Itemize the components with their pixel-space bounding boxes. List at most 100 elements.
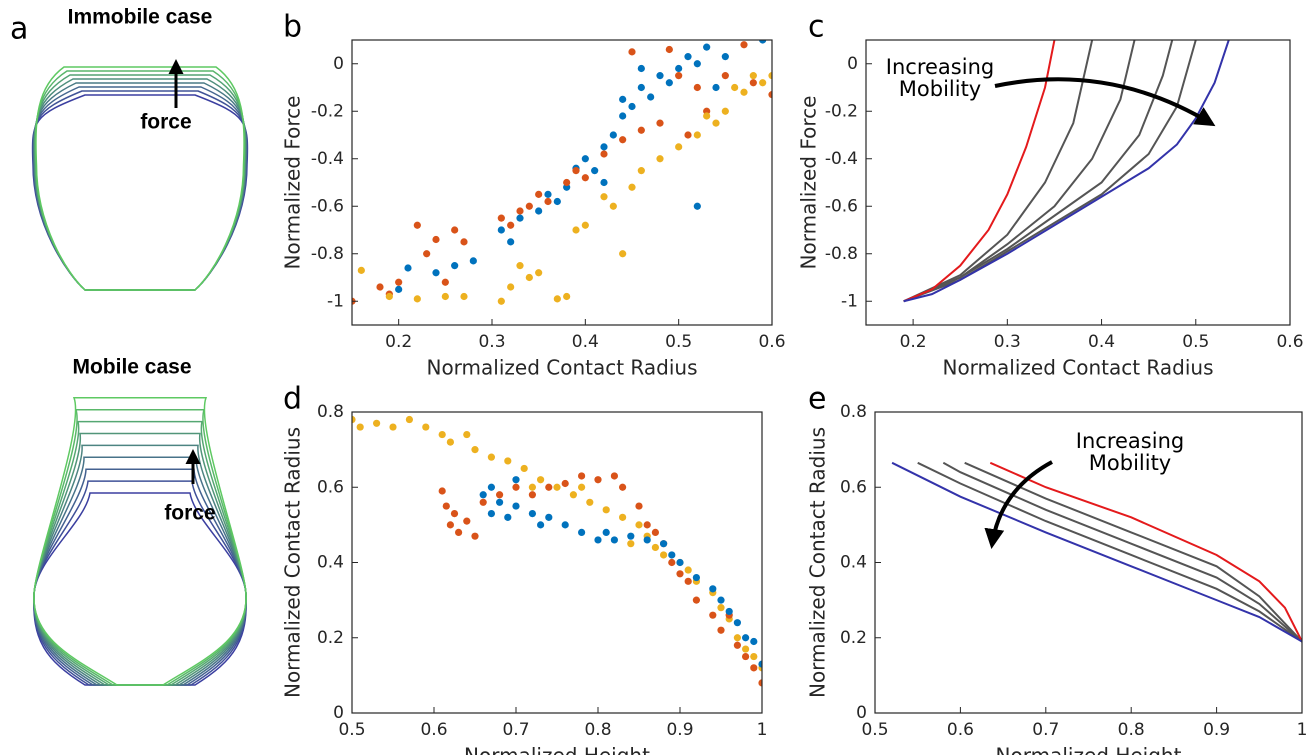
y-tick-label: 0	[333, 703, 344, 723]
y-tick-label: 0.6	[840, 477, 867, 497]
point	[507, 238, 515, 246]
cell-outline	[33, 432, 247, 686]
y-tick-label: -0.8	[825, 244, 858, 264]
point	[451, 262, 459, 270]
chart-panel: c 0.2 0.3 0.4 0.5 0.6 -1 -0.8 -0.6 -0.4 -0.2 0 Norma…	[797, 10, 1304, 380]
point	[591, 167, 599, 175]
point	[750, 652, 758, 661]
x-tick-label: 0.9	[1203, 720, 1230, 740]
point	[709, 585, 717, 593]
point	[537, 521, 545, 529]
point	[693, 131, 701, 139]
point	[693, 60, 701, 68]
point	[525, 273, 533, 282]
axes-box	[351, 39, 773, 326]
point	[600, 193, 608, 201]
point	[609, 202, 617, 210]
point	[610, 472, 619, 480]
point	[553, 295, 561, 303]
point	[497, 297, 505, 305]
point	[692, 573, 701, 582]
x-tick-label: 1	[1297, 720, 1308, 740]
point	[578, 483, 586, 491]
point	[749, 72, 757, 80]
point	[635, 502, 643, 510]
y-tick-label: -1	[327, 291, 344, 311]
curve	[942, 461, 1302, 643]
point	[635, 521, 643, 529]
point	[581, 174, 589, 182]
curve	[903, 40, 1056, 303]
x-tick-label: 0.5	[665, 332, 692, 352]
plot-area	[352, 40, 772, 305]
x-tick-label: 0.9	[666, 720, 693, 740]
point	[602, 528, 610, 537]
x-tick-label: 0.5	[861, 720, 888, 740]
point	[712, 83, 720, 92]
point	[479, 491, 487, 499]
point	[675, 143, 683, 151]
plot-area	[891, 461, 1302, 643]
y-tick-label: 0.4	[840, 553, 867, 573]
point	[497, 214, 505, 222]
x-tick-label: 0.2	[900, 332, 927, 352]
point	[471, 532, 479, 540]
point	[628, 183, 636, 191]
point	[497, 226, 505, 234]
cell-outline	[35, 66, 245, 291]
point	[709, 611, 717, 619]
axes-box	[865, 39, 1291, 326]
x-tick-label: 0.7	[502, 720, 529, 740]
point	[572, 167, 580, 175]
point	[675, 72, 683, 80]
point	[441, 278, 449, 286]
point	[627, 532, 635, 540]
point	[750, 637, 758, 646]
point	[651, 543, 660, 552]
point	[721, 72, 729, 80]
point	[758, 679, 762, 687]
axes-box	[351, 411, 763, 714]
point	[512, 483, 520, 491]
point	[395, 278, 403, 286]
point	[637, 126, 645, 134]
x-axis-label: Normalized Height	[464, 744, 650, 755]
y-axis-label: Normalized Contact Radius	[281, 427, 305, 698]
point	[742, 652, 750, 661]
y-tick-label: -0.4	[311, 149, 344, 169]
point	[668, 551, 676, 559]
point	[581, 155, 589, 163]
point	[460, 238, 468, 246]
chart-panel: e 0.5 0.6 0.7 0.8 0.9 1 0 0.2 0.4 0.6 0.8 Normalized…	[806, 382, 1308, 755]
point	[496, 498, 504, 506]
point	[516, 214, 524, 222]
x-tick-label: 0.5	[338, 720, 365, 740]
x-tick-label: 0.3	[478, 332, 505, 352]
panel-title: Immobile case	[68, 6, 213, 29]
y-tick-label: -0.6	[825, 196, 858, 216]
point	[619, 250, 627, 258]
point	[768, 91, 772, 99]
point	[693, 202, 701, 210]
point	[405, 415, 413, 424]
point	[504, 513, 512, 521]
point	[749, 79, 757, 87]
point	[676, 570, 684, 578]
point	[619, 112, 627, 120]
point	[619, 483, 627, 491]
point	[628, 102, 636, 111]
point	[675, 64, 683, 73]
point	[656, 155, 664, 163]
point	[545, 483, 553, 491]
point	[759, 79, 767, 87]
arrow-label: force	[140, 111, 191, 134]
point	[668, 558, 676, 567]
annotation: Mobility	[899, 77, 981, 101]
point	[463, 430, 471, 439]
point	[441, 292, 449, 301]
cell-outline	[33, 480, 247, 686]
x-tick-label: 0.6	[420, 720, 447, 740]
point	[376, 283, 384, 291]
panel-label: b	[283, 10, 302, 45]
